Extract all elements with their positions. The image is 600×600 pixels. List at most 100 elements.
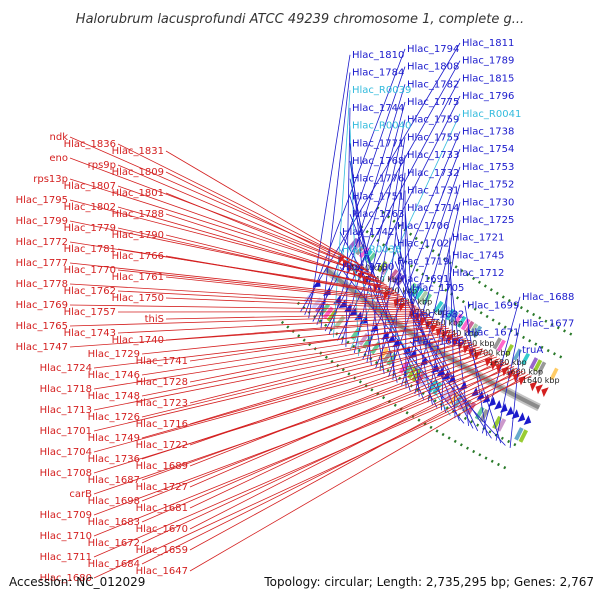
leader-line <box>141 367 518 544</box>
gene-label: Hlac_1725 <box>462 215 514 226</box>
kbp-label: 1660 kbp <box>505 367 543 376</box>
gene-label: Hlac_1836 <box>64 139 116 150</box>
gene-label: Hlac_1790 <box>112 230 164 241</box>
dotted-ring <box>376 206 576 338</box>
gene-label: Hlac_1716 <box>136 419 188 430</box>
leader-line <box>349 143 372 366</box>
gene-label: Hlac_1775 <box>407 97 459 108</box>
leader-line <box>117 316 433 334</box>
leader-line <box>339 266 465 424</box>
gene-label: Hlac_1811 <box>462 38 514 49</box>
gene-label: Hlac_1789 <box>462 56 514 67</box>
gene-label: carB <box>69 489 92 500</box>
leader-line <box>189 339 469 425</box>
leader-line <box>117 206 385 284</box>
leader-line <box>117 185 377 278</box>
gene-label: Hlac_1749 <box>88 433 140 444</box>
leader-line <box>392 172 406 380</box>
leader-line <box>189 345 478 446</box>
kbp-label: 1760 kbp <box>425 319 463 328</box>
leader-line <box>464 332 502 444</box>
gene-label: Hlac_1729 <box>88 349 140 360</box>
leader-line <box>495 323 521 441</box>
forward-gene-arrow <box>523 415 532 425</box>
gene-label: Hlac_1659 <box>136 545 188 556</box>
leader-line <box>93 325 447 369</box>
gene-label: Hlac_1740 <box>112 335 164 346</box>
forward-gene-arrow <box>494 400 502 410</box>
leader-line <box>337 95 461 341</box>
gene-label: Hlac_1788 <box>112 209 164 220</box>
gene-label: Hlac_1680 <box>40 573 92 584</box>
leader-line <box>353 119 406 354</box>
kbp-label: 1640 kbp <box>522 376 560 385</box>
gene-label: Hlac_1688 <box>522 292 574 303</box>
gene-label: Hlac_1700 <box>342 262 394 273</box>
leader-line <box>69 136 359 264</box>
gene-label: truA <box>522 345 543 356</box>
gene-label: Hlac_R0038 <box>342 245 401 256</box>
gene-label: Hlac_1732 <box>407 168 459 179</box>
gene-label: Hlac_1754 <box>462 144 514 155</box>
leader-line <box>93 370 523 558</box>
gene-labels: Hlac_1811Hlac_1794Hlac_1810Hlac_1789Hlac… <box>16 38 575 584</box>
gene-label: Hlac_1799 <box>16 216 68 227</box>
gene-label: Hlac_1802 <box>64 202 116 213</box>
gene-label: Hlac_R0040 <box>352 121 411 132</box>
gene-label: Hlac_1815 <box>462 73 514 84</box>
gene-label: Hlac_1702 <box>397 239 449 250</box>
gene-label: Hlac_1757 <box>64 307 116 318</box>
leader-line <box>141 372 526 565</box>
cog-block <box>445 308 455 321</box>
map-title: Halorubrum lacusprofundi ATCC 49239 chro… <box>76 12 524 27</box>
gene-label: Hlac_1746 <box>88 370 140 381</box>
cog-block <box>549 367 559 380</box>
gene-label: Hlac_1777 <box>16 258 68 269</box>
gene-label: Hlac_1699 <box>467 301 519 312</box>
cog-block <box>418 290 429 303</box>
gene-label: Hlac_1748 <box>88 391 140 402</box>
gene-label: Hlac_R0041 <box>462 109 521 120</box>
leader-line <box>141 327 450 376</box>
leader-line <box>189 329 452 383</box>
leader-line <box>165 150 364 268</box>
gene-label: Hlac_1733 <box>407 150 459 161</box>
leader-line <box>449 273 469 426</box>
gene-label: Hlac_1724 <box>40 363 92 374</box>
cog-block <box>492 415 502 430</box>
dotted-ring <box>360 225 565 360</box>
reverse-gene-arrow <box>541 387 549 398</box>
gene-label: Hlac_1713 <box>40 405 92 416</box>
leader-line <box>117 164 369 272</box>
leader-line <box>69 315 430 327</box>
leader-line <box>165 234 395 292</box>
reverse-gene-arrow <box>419 316 428 327</box>
gene-label: Hlac_1752 <box>462 180 514 191</box>
gene-label: Hlac_1710 <box>40 531 92 542</box>
reverse-gene-arrow <box>490 360 498 370</box>
leader-line <box>366 137 406 363</box>
gene-label: Hlac_1730 <box>462 197 514 208</box>
cog-block <box>514 427 524 441</box>
gene-label: Hlac_1721 <box>452 233 504 244</box>
gene-label: Hlac_1677 <box>522 319 574 330</box>
leader-line <box>93 366 515 537</box>
gene-label: Hlac_1794 <box>407 44 459 55</box>
leader-line <box>93 331 455 390</box>
reverse-gene-arrow <box>535 384 543 395</box>
gene-label: Hlac_1666 <box>412 336 464 347</box>
leader-line <box>141 343 475 439</box>
gene-label: Hlac_1808 <box>407 62 459 73</box>
leader-line <box>93 351 489 474</box>
gene-label: Hlac_R0039 <box>352 85 411 96</box>
leader-line <box>117 269 409 301</box>
leader-line <box>165 171 372 274</box>
gene-label: Hlac_1701 <box>40 426 92 437</box>
gene-label: ndk <box>50 132 69 143</box>
gene-label: Hlac_1745 <box>452 250 504 261</box>
leader-line <box>341 101 406 344</box>
gene-label: Hlac_1766 <box>112 251 164 262</box>
gene-label: Hlac_1747 <box>16 342 68 353</box>
kbp-label: 1860 kbp <box>350 263 388 272</box>
